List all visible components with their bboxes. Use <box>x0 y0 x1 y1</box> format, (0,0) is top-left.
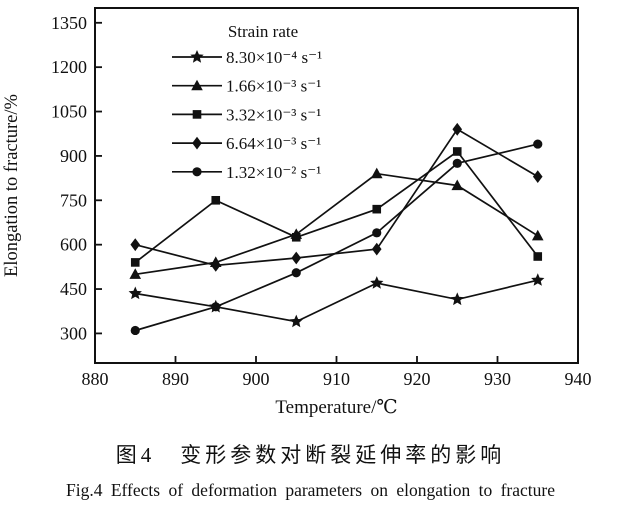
x-tick-label: 930 <box>484 369 511 389</box>
data-point-circle <box>291 268 301 278</box>
data-point-square <box>452 147 462 156</box>
caption-english: Fig.4 Effects of deformation parameters … <box>66 480 555 500</box>
data-point-diamond <box>371 242 382 256</box>
data-point-diamond <box>130 238 141 252</box>
data-point-triangle <box>531 229 544 241</box>
data-point-star <box>370 276 384 289</box>
data-point-circle <box>130 325 140 336</box>
y-tick-label: 1050 <box>51 102 87 122</box>
legend-marker-triangle <box>191 79 203 91</box>
data-point-circle <box>211 302 221 312</box>
y-tick-label: 450 <box>60 279 87 299</box>
data-point-star <box>450 292 464 306</box>
data-point-diamond <box>210 258 221 272</box>
legend-marker-circle <box>192 167 202 177</box>
x-tick-label: 880 <box>82 369 109 389</box>
caption-chinese: 图4 变形参数对断裂延伸率的影响 <box>115 443 506 467</box>
data-point-triangle <box>451 179 464 191</box>
series-line <box>134 150 539 264</box>
x-tick-label: 890 <box>162 369 189 389</box>
data-point-square <box>130 258 140 267</box>
legend-label: 1.66×10⁻³ s⁻¹ <box>226 77 321 96</box>
data-point-circle <box>452 158 462 168</box>
data-point-diamond <box>532 170 543 184</box>
data-point-circle <box>533 139 543 149</box>
y-tick-label: 1350 <box>51 13 87 33</box>
legend-marker-diamond <box>192 136 202 150</box>
data-point-star <box>128 286 142 300</box>
x-axis-title: Temperature/℃ <box>275 397 397 418</box>
y-tick-label: 900 <box>60 146 87 166</box>
x-tick-label: 900 <box>243 369 270 389</box>
x-tick-label: 910 <box>323 369 350 389</box>
line-chart: 880 890 900 910 920 930 940 300 450 600 750 900 1050… <box>2 7 592 418</box>
y-tick-label: 1200 <box>51 57 87 77</box>
legend-label: 1.32×10⁻² s⁻¹ <box>226 163 321 182</box>
data-point-diamond <box>291 251 302 265</box>
data-point-square <box>291 232 301 242</box>
series-line <box>135 279 538 323</box>
y-tick-label: 600 <box>60 235 87 255</box>
plot-frame <box>94 7 579 364</box>
data-point-square <box>533 252 543 261</box>
x-tick-label: 920 <box>404 369 431 389</box>
data-point-triangle <box>370 167 383 179</box>
legend-marker-star <box>190 50 204 63</box>
legend-label: 3.32×10⁻³ s⁻¹ <box>226 105 321 124</box>
y-tick-label: 300 <box>60 323 87 343</box>
legend-title: Strain rate <box>228 22 298 41</box>
x-tick-label: 940 <box>565 369 592 389</box>
data-point-diamond <box>452 122 463 136</box>
data-point-circle <box>372 228 382 238</box>
data-point-star <box>289 314 303 328</box>
series-line <box>135 143 538 332</box>
y-tick-label: 750 <box>60 190 87 210</box>
legend-label: 8.30×10⁻⁴ s⁻¹ <box>226 48 322 67</box>
data-point-square <box>372 204 382 214</box>
data-point-triangle <box>129 268 142 279</box>
data-point-square <box>211 195 221 205</box>
legend-marker-square <box>192 110 202 119</box>
data-point-star <box>531 273 545 286</box>
legend-label: 6.64×10⁻³ s⁻¹ <box>226 134 321 153</box>
series-line <box>135 172 539 276</box>
y-axis-title: Elongation to fracture/% <box>2 94 22 277</box>
